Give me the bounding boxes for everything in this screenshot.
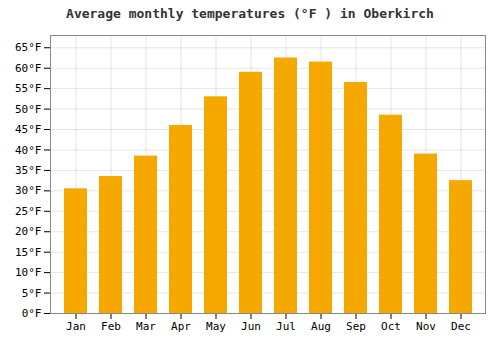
svg-text:Oct: Oct [381, 320, 401, 333]
svg-text:Jun: Jun [241, 320, 261, 333]
svg-text:65°F: 65°F [15, 41, 42, 54]
svg-text:Apr: Apr [171, 320, 191, 333]
svg-text:60°F: 60°F [15, 62, 42, 75]
svg-text:35°F: 35°F [15, 164, 42, 177]
svg-text:Jul: Jul [276, 320, 296, 333]
svg-text:55°F: 55°F [15, 82, 42, 95]
svg-text:Mar: Mar [136, 320, 156, 333]
html-text:Average monthly temperatures (: Average monthly temperatures (°F ) in Ob… [66, 6, 434, 21]
svg-text:15°F: 15°F [15, 246, 42, 259]
svg-text:Jan: Jan [66, 320, 86, 333]
svg-text:May: May [206, 320, 226, 333]
svg-text:10°F: 10°F [15, 266, 42, 279]
svg-text:45°F: 45°F [15, 123, 42, 136]
svg-text:20°F: 20°F [15, 225, 42, 238]
svg-text:0°F: 0°F [22, 307, 42, 320]
svg-text:25°F: 25°F [15, 205, 42, 218]
svg-text:30°F: 30°F [15, 184, 42, 197]
svg-text:5°F: 5°F [22, 287, 42, 300]
svg-text:Sep: Sep [346, 320, 366, 333]
svg-text:Dec: Dec [451, 320, 471, 333]
svg-text:Feb: Feb [101, 320, 121, 333]
svg-text:Aug: Aug [311, 320, 331, 333]
svg-text:40°F: 40°F [15, 143, 42, 156]
svg-text:Nov: Nov [416, 320, 436, 333]
svg-text:50°F: 50°F [15, 103, 42, 116]
